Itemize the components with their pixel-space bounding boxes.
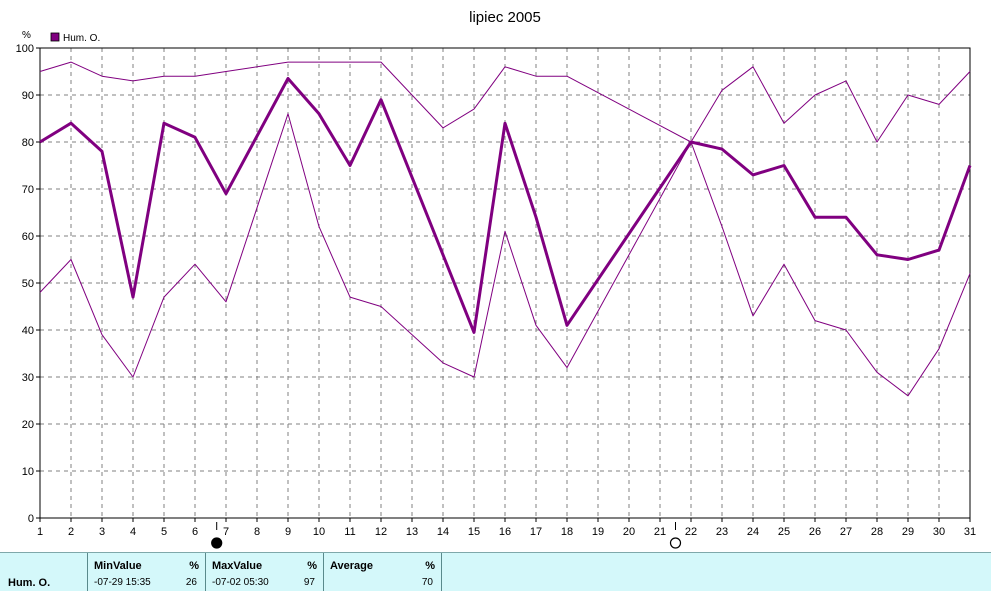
- x-tick-label: 31: [964, 526, 976, 538]
- average-unit: %: [425, 560, 435, 572]
- x-tick-label: 13: [406, 526, 418, 538]
- y-tick-label: 0: [28, 513, 34, 525]
- statistics-panel: Hum. O. MinValue % -07-29 15:35 26 MaxVa…: [0, 552, 991, 591]
- average-cell: Average % 70: [324, 553, 442, 591]
- legend-swatch: [50, 32, 60, 42]
- min-value-unit: %: [189, 560, 199, 572]
- max-value-time: -07-02 05:30: [212, 577, 269, 588]
- max-value-header: MaxValue: [212, 560, 263, 572]
- x-tick-label: 23: [716, 526, 728, 538]
- min-value-cell: MinValue % -07-29 15:35 26: [88, 553, 206, 591]
- y-tick-label: 50: [22, 278, 34, 290]
- x-tick-label: 25: [778, 526, 790, 538]
- y-tick-label: 40: [22, 325, 34, 337]
- x-tick-label: 5: [161, 526, 167, 538]
- max-value-cell: MaxValue % -07-02 05:30 97: [206, 553, 324, 591]
- x-tick-label: 3: [99, 526, 105, 538]
- min-value-time: -07-29 15:35: [94, 577, 151, 588]
- stats-row-label-cell: Hum. O.: [0, 553, 88, 591]
- x-tick-label: 28: [871, 526, 883, 538]
- stats-row-label: Hum. O.: [8, 577, 51, 589]
- x-tick-label: 30: [933, 526, 945, 538]
- x-tick-label: 12: [375, 526, 387, 538]
- x-tick-label: 11: [344, 526, 355, 538]
- x-tick-label: 16: [499, 526, 511, 538]
- series-line-max: [39, 61, 971, 143]
- moon-phase-markers: [211, 522, 682, 549]
- x-tick-label: 10: [313, 526, 325, 538]
- y-tick-label: 20: [22, 419, 34, 431]
- x-tick-label: 18: [561, 526, 573, 538]
- max-value-number: 97: [303, 577, 315, 588]
- moon-full-icon: [211, 537, 223, 549]
- series-line-avg: [39, 77, 972, 334]
- humidity-chart: lipiec 2005 % Hum. O. 0 10 20 30 40 50 60 70 80 9…: [16, 9, 976, 549]
- x-tick-label: 9: [285, 526, 291, 538]
- chart-title: lipiec 2005: [469, 9, 541, 26]
- x-tick-label: 24: [747, 526, 759, 538]
- moon-new-icon: [669, 537, 682, 549]
- x-tick-label: 27: [840, 526, 852, 538]
- y-tick-label: 70: [22, 184, 34, 196]
- series-lines: [39, 61, 972, 397]
- average-header: Average: [330, 560, 374, 572]
- x-tick-label: 26: [809, 526, 821, 538]
- x-tick-label: 21: [654, 526, 666, 538]
- gridlines: [40, 48, 970, 518]
- x-tick-label: 8: [254, 526, 260, 538]
- y-tick-label: 10: [22, 466, 34, 478]
- y-tick-label: 100: [16, 43, 34, 55]
- y-axis-unit: %: [22, 30, 31, 41]
- x-tick-label: 1: [37, 526, 43, 538]
- x-tick-label: 22: [685, 526, 697, 538]
- x-tick-label: 19: [592, 526, 604, 538]
- x-tick-label: 20: [623, 526, 635, 538]
- y-tick-label: 90: [22, 90, 34, 102]
- min-value-header: MinValue: [94, 560, 142, 572]
- x-tick-label: 29: [902, 526, 914, 538]
- min-value-number: 26: [185, 577, 197, 588]
- series-line-min: [39, 113, 971, 397]
- y-tick-label: 60: [22, 231, 34, 243]
- x-tick-label: 6: [192, 526, 198, 538]
- x-tick-label: 17: [530, 526, 542, 538]
- x-tick-label: 15: [468, 526, 480, 538]
- legend-label: Hum. O.: [63, 33, 100, 44]
- y-tick-label: 80: [22, 137, 34, 149]
- y-tick-label: 30: [22, 372, 34, 384]
- x-tick-label: 4: [130, 526, 136, 538]
- x-tick-label: 7: [223, 526, 229, 538]
- max-value-unit: %: [307, 560, 317, 572]
- stats-empty-cell: [442, 553, 991, 591]
- x-tick-label: 14: [437, 526, 449, 538]
- x-tick-label: 2: [68, 526, 74, 538]
- average-number: 70: [421, 577, 433, 588]
